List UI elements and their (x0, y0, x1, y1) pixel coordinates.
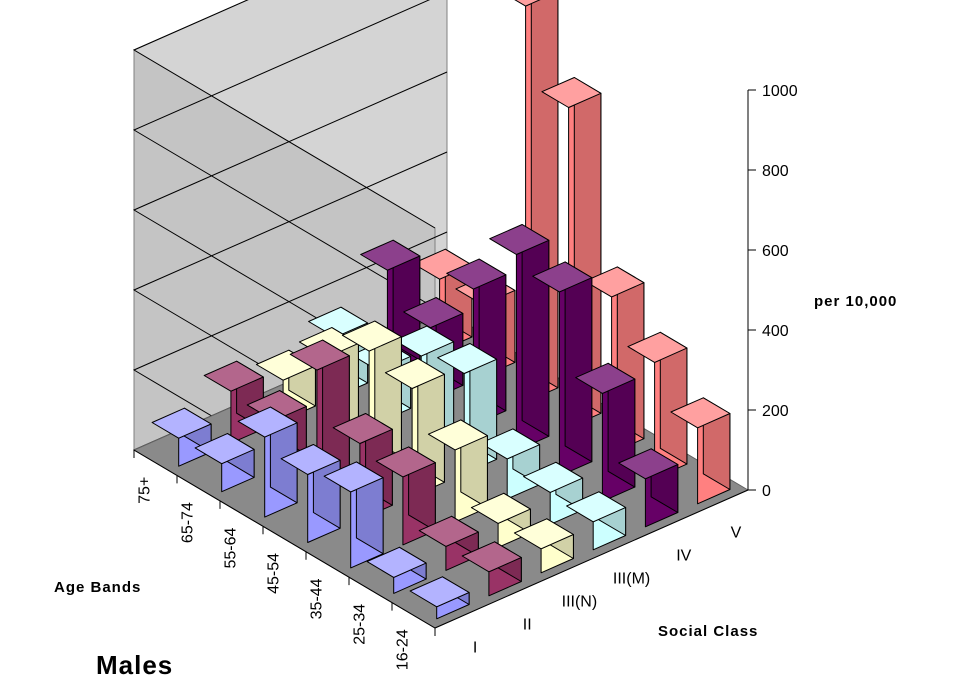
bar-V-25-34 (627, 331, 688, 479)
chart-title: Males (96, 650, 174, 680)
y-axis-title: Age Bands (54, 579, 141, 596)
y-axis-line (133, 449, 436, 629)
bar-IV-35-44 (532, 261, 593, 477)
y-tick-label: 55-64 (223, 527, 240, 568)
x-tick-label: II (523, 617, 532, 634)
bars (151, 0, 731, 620)
y-tick-label: 25-34 (352, 604, 369, 645)
y-tick-label: 16-24 (395, 629, 412, 670)
x-axis-title: Social Class (658, 623, 758, 640)
bar-I-35-44 (323, 461, 384, 569)
bar-III(N)-25-34 (470, 492, 531, 548)
bar-V-16-24 (670, 397, 731, 505)
bar-III(N)-55-64 (341, 320, 402, 472)
bar-IV-25-34 (575, 362, 636, 502)
z-axis-title: per 10,000 (814, 293, 897, 310)
bar-I-16-24 (409, 576, 470, 620)
z-tick-label: 800 (762, 163, 789, 180)
z-tick-label: 400 (762, 323, 789, 340)
x-tick-label: IV (676, 548, 691, 565)
y-tick-label: 65-74 (180, 502, 197, 543)
bar-IV-16-24 (618, 448, 679, 528)
bar-III(M)-35-44 (480, 428, 541, 500)
bar-I-55-64 (237, 406, 298, 518)
gridline (132, 0, 436, 229)
x-tick-label: V (731, 525, 742, 542)
z-tick-label: 600 (762, 243, 789, 260)
x-tick-label: I (473, 640, 477, 657)
bar-II-16-24 (461, 541, 522, 597)
z-tick-label: 200 (762, 403, 789, 420)
y-tick-label: 75+ (137, 477, 154, 504)
y-axis: 16-24 25-34 35-44 45-54 55-64 65-74 75+ (133, 449, 436, 670)
gridline (132, 0, 436, 309)
z-tick-label: 0 (762, 483, 771, 500)
bar-I-75+ (151, 407, 212, 467)
bar-III(M)-16-24 (566, 491, 627, 551)
z-tick-label: 1000 (762, 83, 798, 100)
bar-I-25-34 (366, 546, 427, 594)
y-tick-label: 35-44 (309, 578, 326, 619)
bar-IV-45-54 (489, 224, 550, 451)
bar-II-25-34 (418, 515, 479, 571)
x-tick-label: III(M) (613, 571, 650, 588)
x-axis-line (434, 489, 749, 629)
bar-III(N)-16-24 (513, 518, 574, 574)
bar-III(N)-35-44 (427, 419, 488, 523)
x-tick-label: III(N) (562, 594, 598, 611)
z-axis: 0 200 400 600 800 1000 (747, 83, 798, 500)
bar-III(M)-25-34 (523, 461, 584, 525)
y-tick-label: 45-54 (266, 553, 283, 594)
bar-II-35-44 (375, 446, 436, 546)
bar-I-65-74 (194, 433, 255, 493)
